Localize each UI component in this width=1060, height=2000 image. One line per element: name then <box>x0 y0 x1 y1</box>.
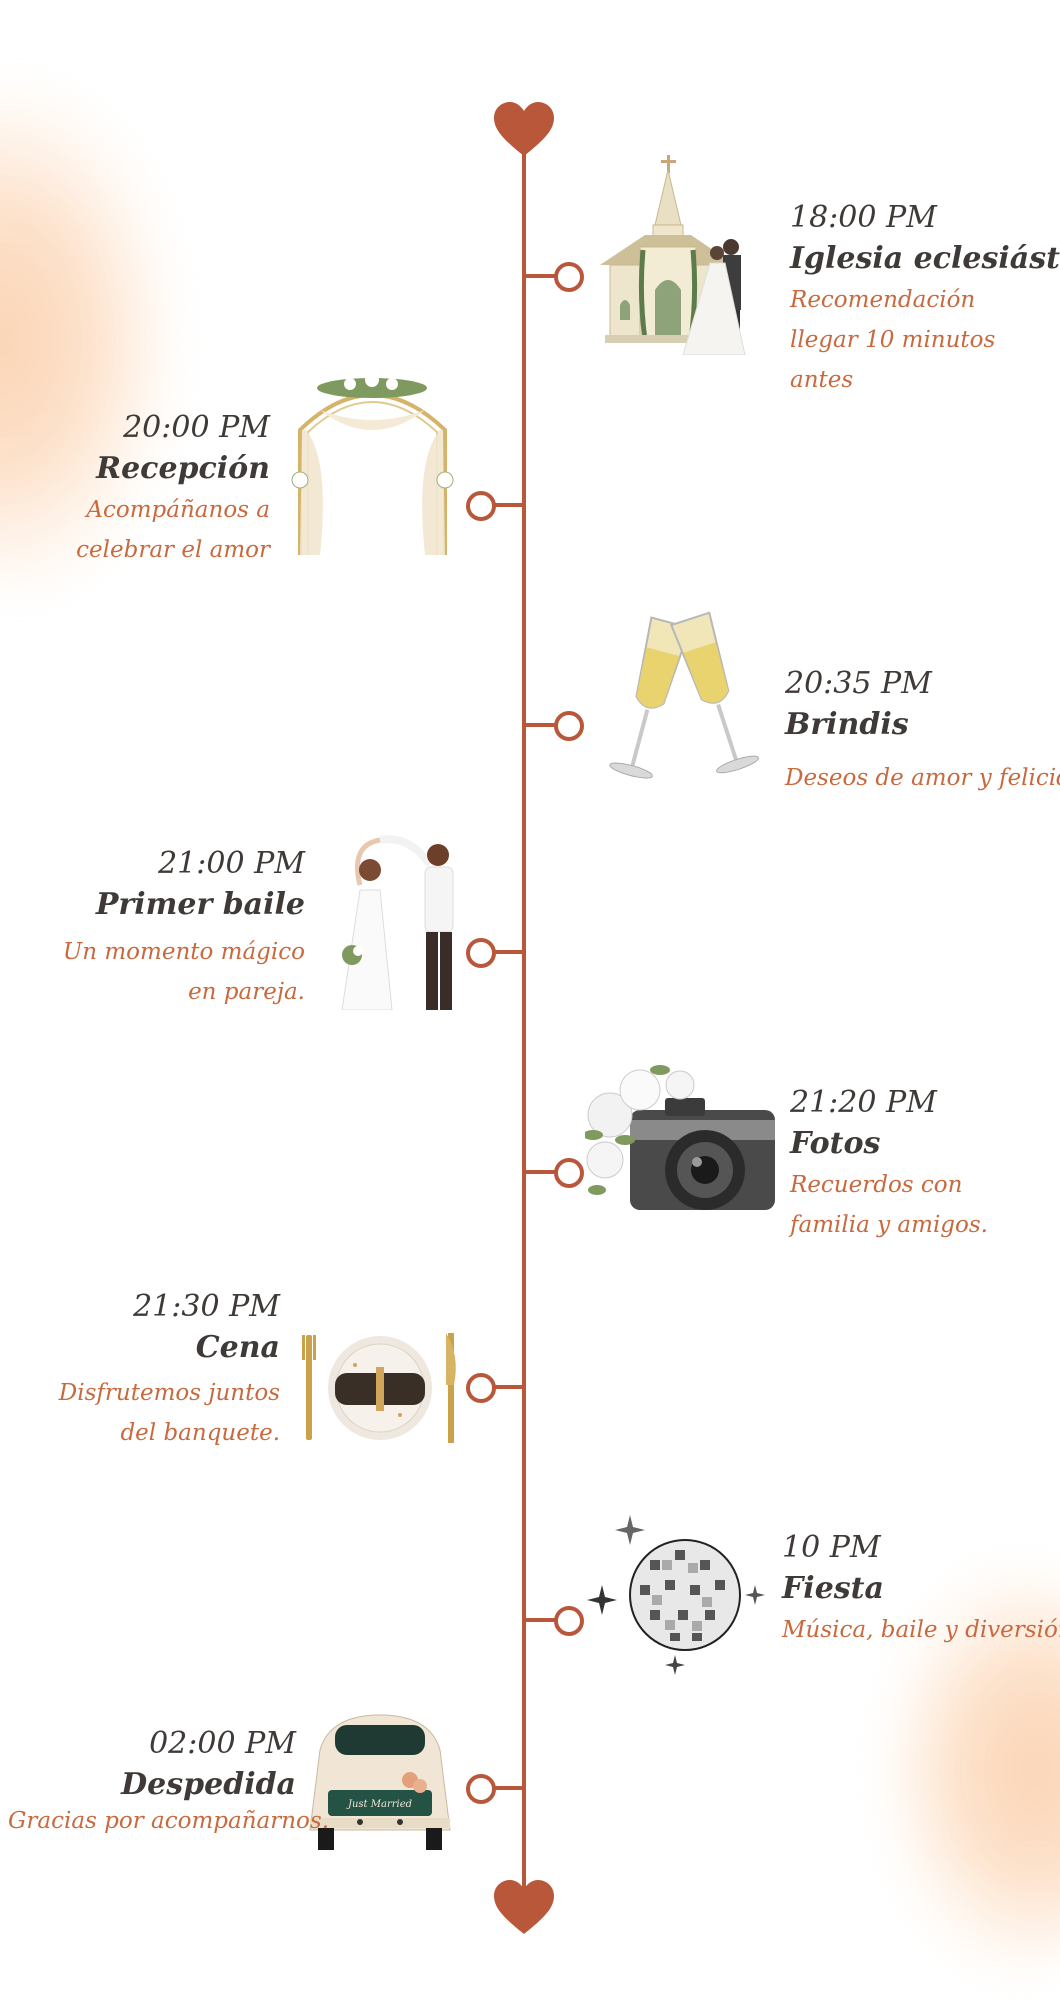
timeline-node <box>466 1373 496 1403</box>
heart-icon <box>494 102 554 156</box>
event-description: Disfrutemos juntos del banquete. <box>58 1380 280 1446</box>
event-description: Recomendación llegar 10 minutos antes <box>790 287 996 393</box>
floral-arch-icon <box>291 373 454 555</box>
event-time: 21:20 PM <box>790 1085 937 1120</box>
timeline-node <box>466 1774 496 1804</box>
timeline-node <box>554 711 584 741</box>
timeline-event: 21:30 PM Cena Disfrutemos juntos del ban… <box>30 1287 280 1453</box>
timeline-connector <box>526 274 556 278</box>
timeline-connector <box>526 723 556 727</box>
svg-text:Just Married: Just Married <box>346 1799 412 1810</box>
church-couple-icon <box>600 155 746 355</box>
event-title: Iglesia eclesiástica <box>790 241 1060 276</box>
disco-ball-icon <box>587 1515 765 1675</box>
timeline-connector <box>526 1170 556 1174</box>
event-title: Recepción <box>96 451 270 486</box>
event-title: Primer baile <box>95 887 305 922</box>
timeline-node <box>554 262 584 292</box>
timeline-connector <box>492 503 522 507</box>
event-time: 18:00 PM <box>790 200 937 235</box>
event-description: Música, baile y diversión. <box>782 1617 1060 1643</box>
event-time: 21:00 PM <box>158 846 305 881</box>
timeline-event: 10 PM Fiesta Música, baile y diversión. <box>782 1528 1060 1650</box>
event-description: Deseos de amor y felicidad. <box>785 765 1060 791</box>
timeline-node <box>466 491 496 521</box>
timeline-event: 02:00 PM Despedida Gracias por acompañar… <box>8 1724 330 1836</box>
event-title: Despedida <box>121 1767 296 1802</box>
timeline-connector <box>492 950 522 954</box>
heart-icon <box>494 1880 554 1934</box>
timeline-event: 21:00 PM Primer baile Un momento mágico … <box>40 844 305 1012</box>
timeline-node <box>554 1158 584 1188</box>
event-title: Cena <box>195 1330 280 1365</box>
event-title: Brindis <box>785 707 909 742</box>
event-time: 20:00 PM <box>123 410 270 445</box>
timeline-connector <box>526 1618 556 1622</box>
timeline-spine <box>522 125 526 1910</box>
timeline-connector <box>492 1786 522 1790</box>
event-description: Recuerdos con familia y amigos. <box>790 1172 988 1238</box>
event-title: Fotos <box>790 1126 881 1161</box>
event-title: Fiesta <box>782 1571 884 1606</box>
timeline-event: 21:20 PM Fotos Recuerdos con familia y a… <box>790 1083 1045 1245</box>
event-description: Acompáñanos a celebrar el amor <box>76 497 270 563</box>
event-time: 02:00 PM <box>149 1726 296 1761</box>
event-time: 20:35 PM <box>785 666 932 701</box>
event-time: 10 PM <box>782 1530 881 1565</box>
dinner-plate-icon <box>302 1333 456 1443</box>
timeline-event: 18:00 PM Iglesia eclesiástica Recomendac… <box>790 198 1060 400</box>
timeline-node <box>466 938 496 968</box>
just-married-car-icon: Just Married <box>309 1714 451 1850</box>
event-description: Gracias por acompañarnos. <box>8 1808 330 1834</box>
champagne-glasses-icon <box>609 611 760 779</box>
dancing-couple-icon <box>341 835 454 1010</box>
event-time: 21:30 PM <box>133 1289 280 1324</box>
timeline-node <box>554 1606 584 1636</box>
camera-flowers-icon <box>585 1065 775 1210</box>
event-description: Un momento mágico en pareja. <box>62 939 305 1005</box>
timeline-event: 20:00 PM Recepción Acompáñanos a celebra… <box>15 408 270 570</box>
timeline-event: 20:35 PM Brindis Deseos de amor y felici… <box>785 664 1060 798</box>
timeline-connector <box>492 1385 522 1389</box>
